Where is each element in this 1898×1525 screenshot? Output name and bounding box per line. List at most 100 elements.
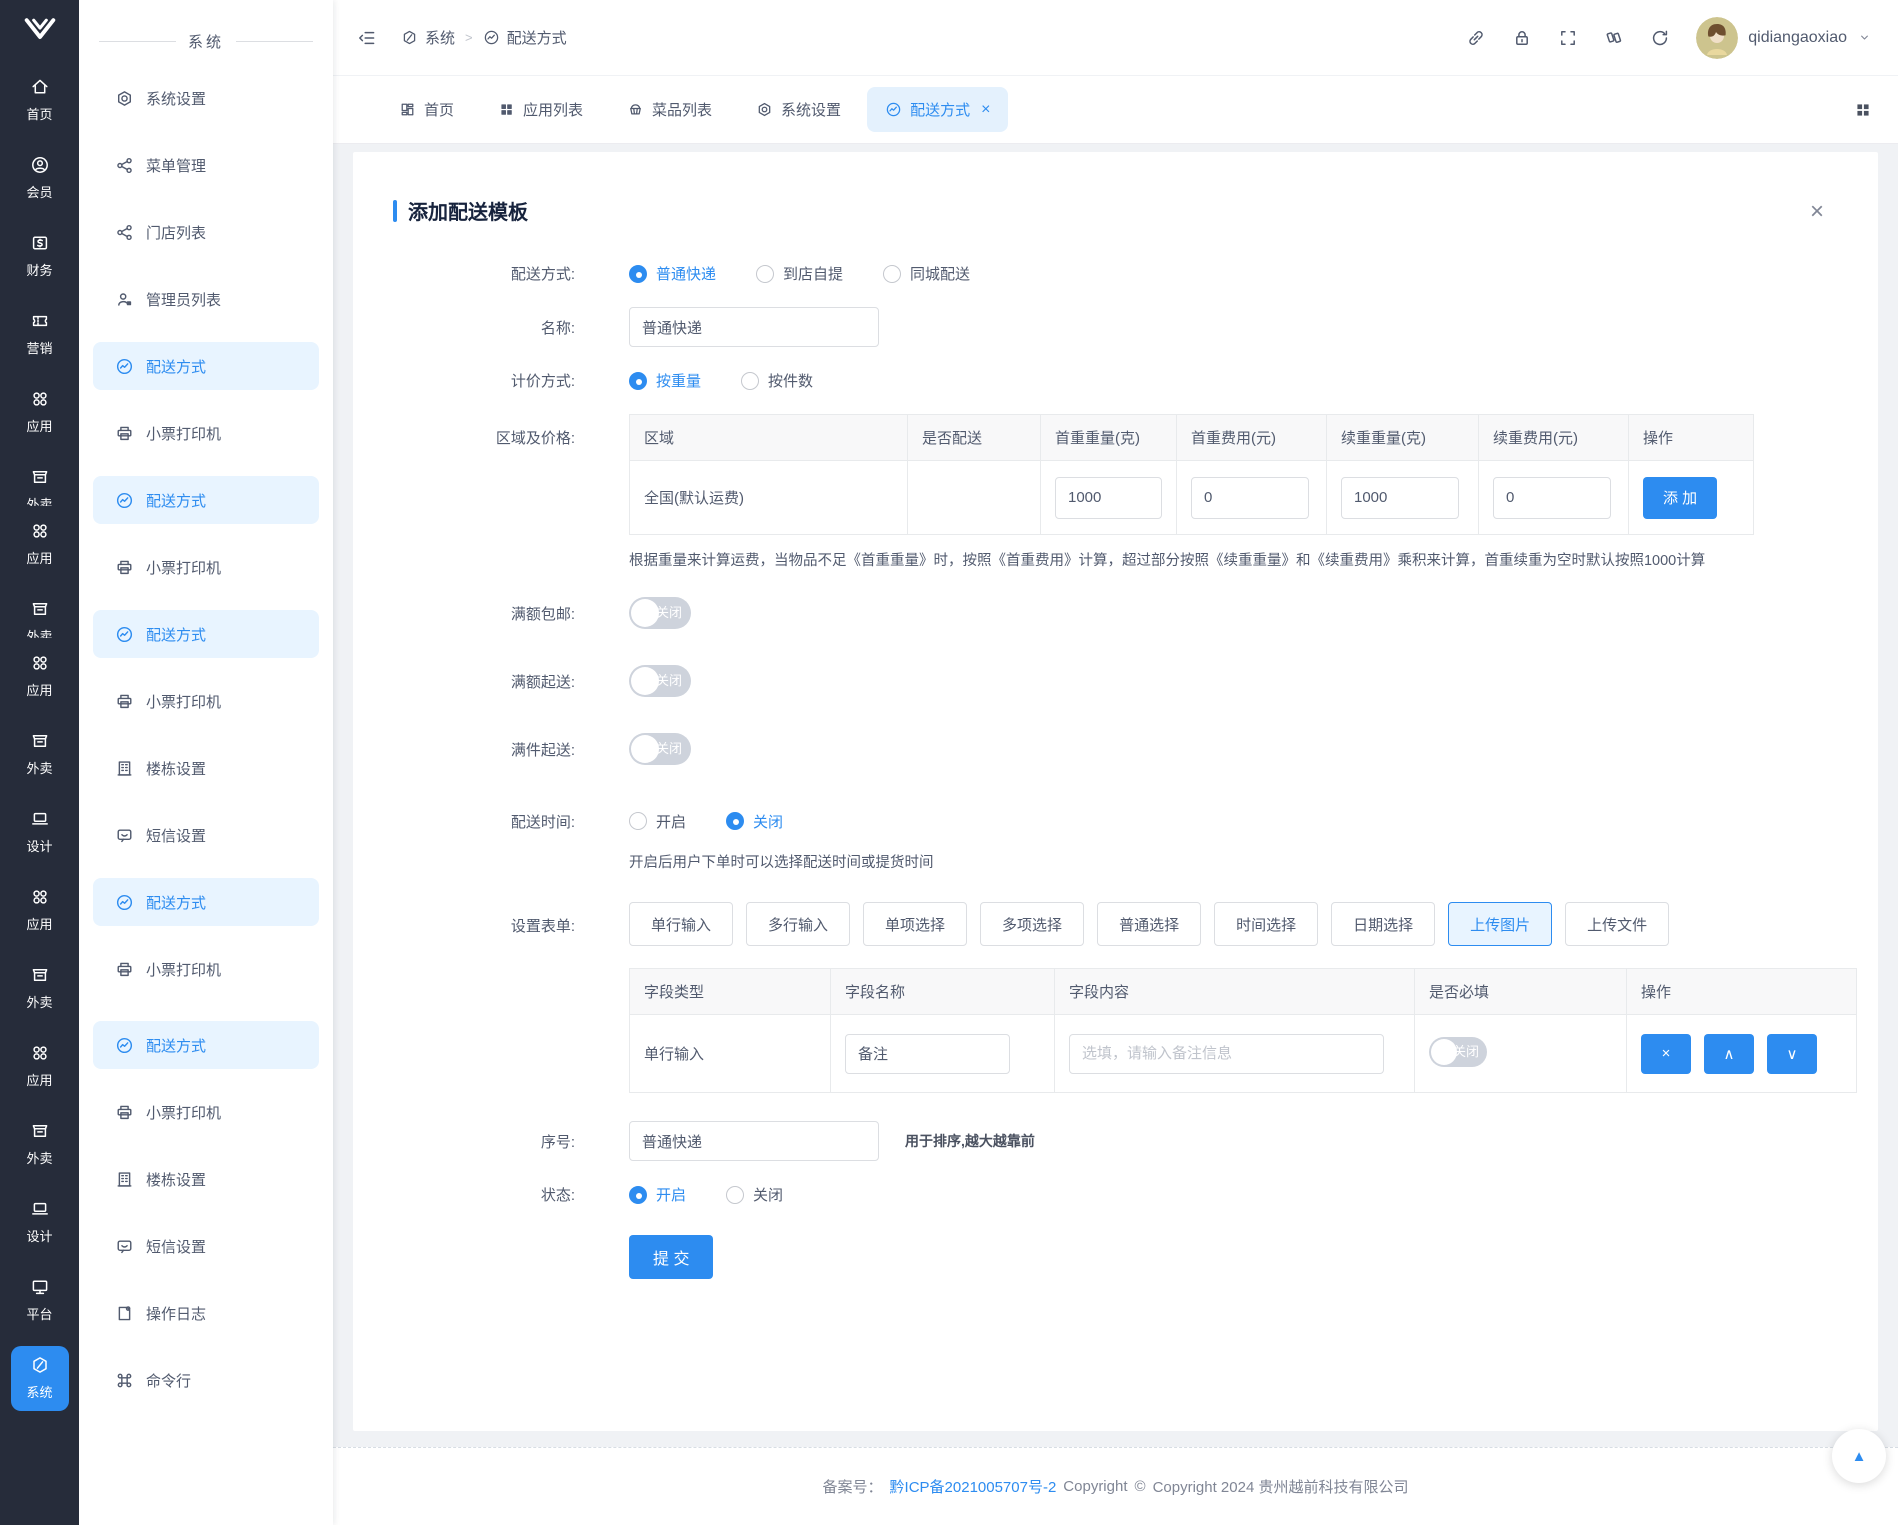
- radio-option[interactable]: 开启: [629, 811, 686, 832]
- primary-nav-item[interactable]: 财务: [11, 224, 69, 289]
- radio-option[interactable]: 关闭: [726, 811, 783, 832]
- primary-nav-item[interactable]: 系统: [10, 1346, 69, 1411]
- field-content-input[interactable]: [1069, 1033, 1384, 1074]
- primary-nav-item[interactable]: 设计: [11, 800, 69, 865]
- takeout-icon: [30, 599, 50, 619]
- lock-icon[interactable]: [1512, 28, 1532, 48]
- submenu-item[interactable]: 系统设置: [93, 74, 319, 122]
- remove-field-button[interactable]: ×: [1641, 1033, 1691, 1074]
- close-tab-icon[interactable]: ×: [981, 100, 991, 118]
- field-required-toggle[interactable]: 关闭: [1429, 1036, 1487, 1067]
- submenu-item[interactable]: 命令行: [93, 1356, 319, 1404]
- name-input[interactable]: [629, 307, 879, 347]
- user-menu[interactable]: qidiangaoxiao: [1696, 16, 1872, 59]
- submenu-item[interactable]: 小票打印机: [93, 945, 319, 993]
- tabs-grid-icon[interactable]: [1854, 101, 1872, 119]
- submenu-item[interactable]: 小票打印机: [93, 543, 319, 591]
- field-type-button[interactable]: 上传图片: [1448, 902, 1553, 946]
- field-type-button[interactable]: 单项选择: [863, 902, 968, 946]
- primary-nav-item[interactable]: 外卖: [11, 590, 69, 638]
- submenu-item[interactable]: 管理员列表: [93, 275, 319, 323]
- field-name-input[interactable]: [845, 1033, 1010, 1074]
- refresh-icon[interactable]: [1650, 28, 1670, 48]
- submenu-item[interactable]: 短信设置: [93, 1222, 319, 1270]
- submenu-item[interactable]: 小票打印机: [93, 677, 319, 725]
- move-field-down-button[interactable]: ∨: [1767, 1033, 1817, 1074]
- radio-option[interactable]: 同城配送: [883, 263, 970, 284]
- back-to-top-button[interactable]: ▲: [1832, 1429, 1886, 1483]
- submenu-item[interactable]: 配送方式: [93, 878, 319, 926]
- primary-nav-item[interactable]: 应用: [11, 644, 69, 709]
- field-type-button[interactable]: 单行输入: [629, 902, 734, 946]
- move-field-up-button[interactable]: ∧: [1704, 1033, 1754, 1074]
- radio-option[interactable]: 开启: [629, 1184, 686, 1205]
- beian-link[interactable]: 黔ICP备2021005707号-2: [889, 1479, 1057, 1496]
- primary-nav-item[interactable]: 应用: [11, 380, 69, 445]
- takeout-icon: [30, 1121, 50, 1141]
- primary-nav-item[interactable]: 平台: [11, 1268, 69, 1333]
- topbar-actions: [1466, 28, 1670, 48]
- radio-option[interactable]: 按重量: [629, 370, 701, 391]
- submenu-item[interactable]: 门店列表: [93, 208, 319, 256]
- add-region-button[interactable]: 添 加: [1643, 476, 1718, 519]
- form-row-sort: 序号: 用于排序,越大越靠前: [393, 1121, 1838, 1161]
- primary-nav-item[interactable]: 外卖: [11, 722, 69, 787]
- submenu-item[interactable]: 楼栋设置: [93, 744, 319, 792]
- form-row-full-piece-min: 满件起送: 关闭: [393, 733, 1838, 765]
- fullscreen-icon[interactable]: [1558, 28, 1578, 48]
- primary-nav-item[interactable]: 首页: [11, 68, 69, 133]
- tab[interactable]: 首页: [381, 87, 472, 132]
- primary-nav-item[interactable]: 应用: [11, 512, 69, 577]
- link-icon[interactable]: [1466, 28, 1486, 48]
- radio-option[interactable]: 按件数: [741, 370, 813, 391]
- field-type-button[interactable]: 日期选择: [1331, 902, 1436, 946]
- app-logo[interactable]: [23, 16, 57, 44]
- submenu-item[interactable]: 配送方式: [93, 342, 319, 390]
- full-amount-min-toggle[interactable]: 关闭: [629, 665, 691, 697]
- tags-icon[interactable]: [1604, 28, 1624, 48]
- full-amount-free-toggle[interactable]: 关闭: [629, 597, 691, 629]
- field-type-button[interactable]: 上传文件: [1565, 902, 1670, 946]
- submenu-item[interactable]: 楼栋设置: [93, 1155, 319, 1203]
- breadcrumb-item-system[interactable]: 系统: [401, 27, 455, 48]
- form-row-full-amount-free: 满额包邮: 关闭: [393, 597, 1838, 629]
- submenu-item[interactable]: 操作日志: [93, 1289, 319, 1337]
- primary-nav-item[interactable]: 营销: [11, 302, 69, 367]
- submenu-item[interactable]: 短信设置: [93, 811, 319, 859]
- next-weight-input[interactable]: [1341, 476, 1459, 519]
- submenu-item[interactable]: 小票打印机: [93, 409, 319, 457]
- primary-nav-item[interactable]: 应用: [11, 1034, 69, 1099]
- close-icon[interactable]: ×: [1809, 198, 1824, 225]
- primary-nav-item[interactable]: 外卖: [11, 458, 69, 506]
- tab[interactable]: 菜品列表: [609, 87, 730, 132]
- field-type-button[interactable]: 多项选择: [980, 902, 1085, 946]
- collapse-sidebar-icon[interactable]: [357, 28, 377, 48]
- sort-input[interactable]: [629, 1121, 879, 1161]
- submenu-item[interactable]: 小票打印机: [93, 1088, 319, 1136]
- field-type-button[interactable]: 普通选择: [1097, 902, 1202, 946]
- primary-nav-item[interactable]: 设计: [11, 1190, 69, 1255]
- submenu-item[interactable]: 配送方式: [93, 610, 319, 658]
- tab[interactable]: 配送方式 ×: [867, 87, 1009, 132]
- full-piece-min-toggle[interactable]: 关闭: [629, 733, 691, 765]
- field-type-button[interactable]: 多行输入: [746, 902, 851, 946]
- tab[interactable]: 系统设置: [738, 87, 859, 132]
- radio-option[interactable]: 关闭: [726, 1184, 783, 1205]
- first-weight-input[interactable]: [1055, 476, 1162, 519]
- primary-nav-item[interactable]: 应用: [11, 878, 69, 943]
- primary-nav-item[interactable]: 外卖: [11, 1112, 69, 1177]
- submenu-item[interactable]: 配送方式: [93, 1021, 319, 1069]
- submit-button[interactable]: 提 交: [629, 1235, 714, 1279]
- submenu-item[interactable]: 配送方式: [93, 476, 319, 524]
- first-fee-input[interactable]: [1191, 476, 1309, 519]
- primary-nav-item[interactable]: 外卖: [11, 956, 69, 1021]
- field-type-button[interactable]: 时间选择: [1214, 902, 1319, 946]
- submenu-item[interactable]: 菜单管理: [93, 141, 319, 189]
- breadcrumb-item-delivery-method[interactable]: 配送方式: [483, 27, 567, 48]
- radio-option[interactable]: 到店自提: [756, 263, 843, 284]
- primary-nav-item[interactable]: 会员: [11, 146, 69, 211]
- next-fee-input[interactable]: [1493, 476, 1611, 519]
- tab[interactable]: 应用列表: [480, 87, 601, 132]
- radio-option[interactable]: 普通快递: [629, 263, 716, 284]
- column-header: 字段类型: [629, 968, 831, 1015]
